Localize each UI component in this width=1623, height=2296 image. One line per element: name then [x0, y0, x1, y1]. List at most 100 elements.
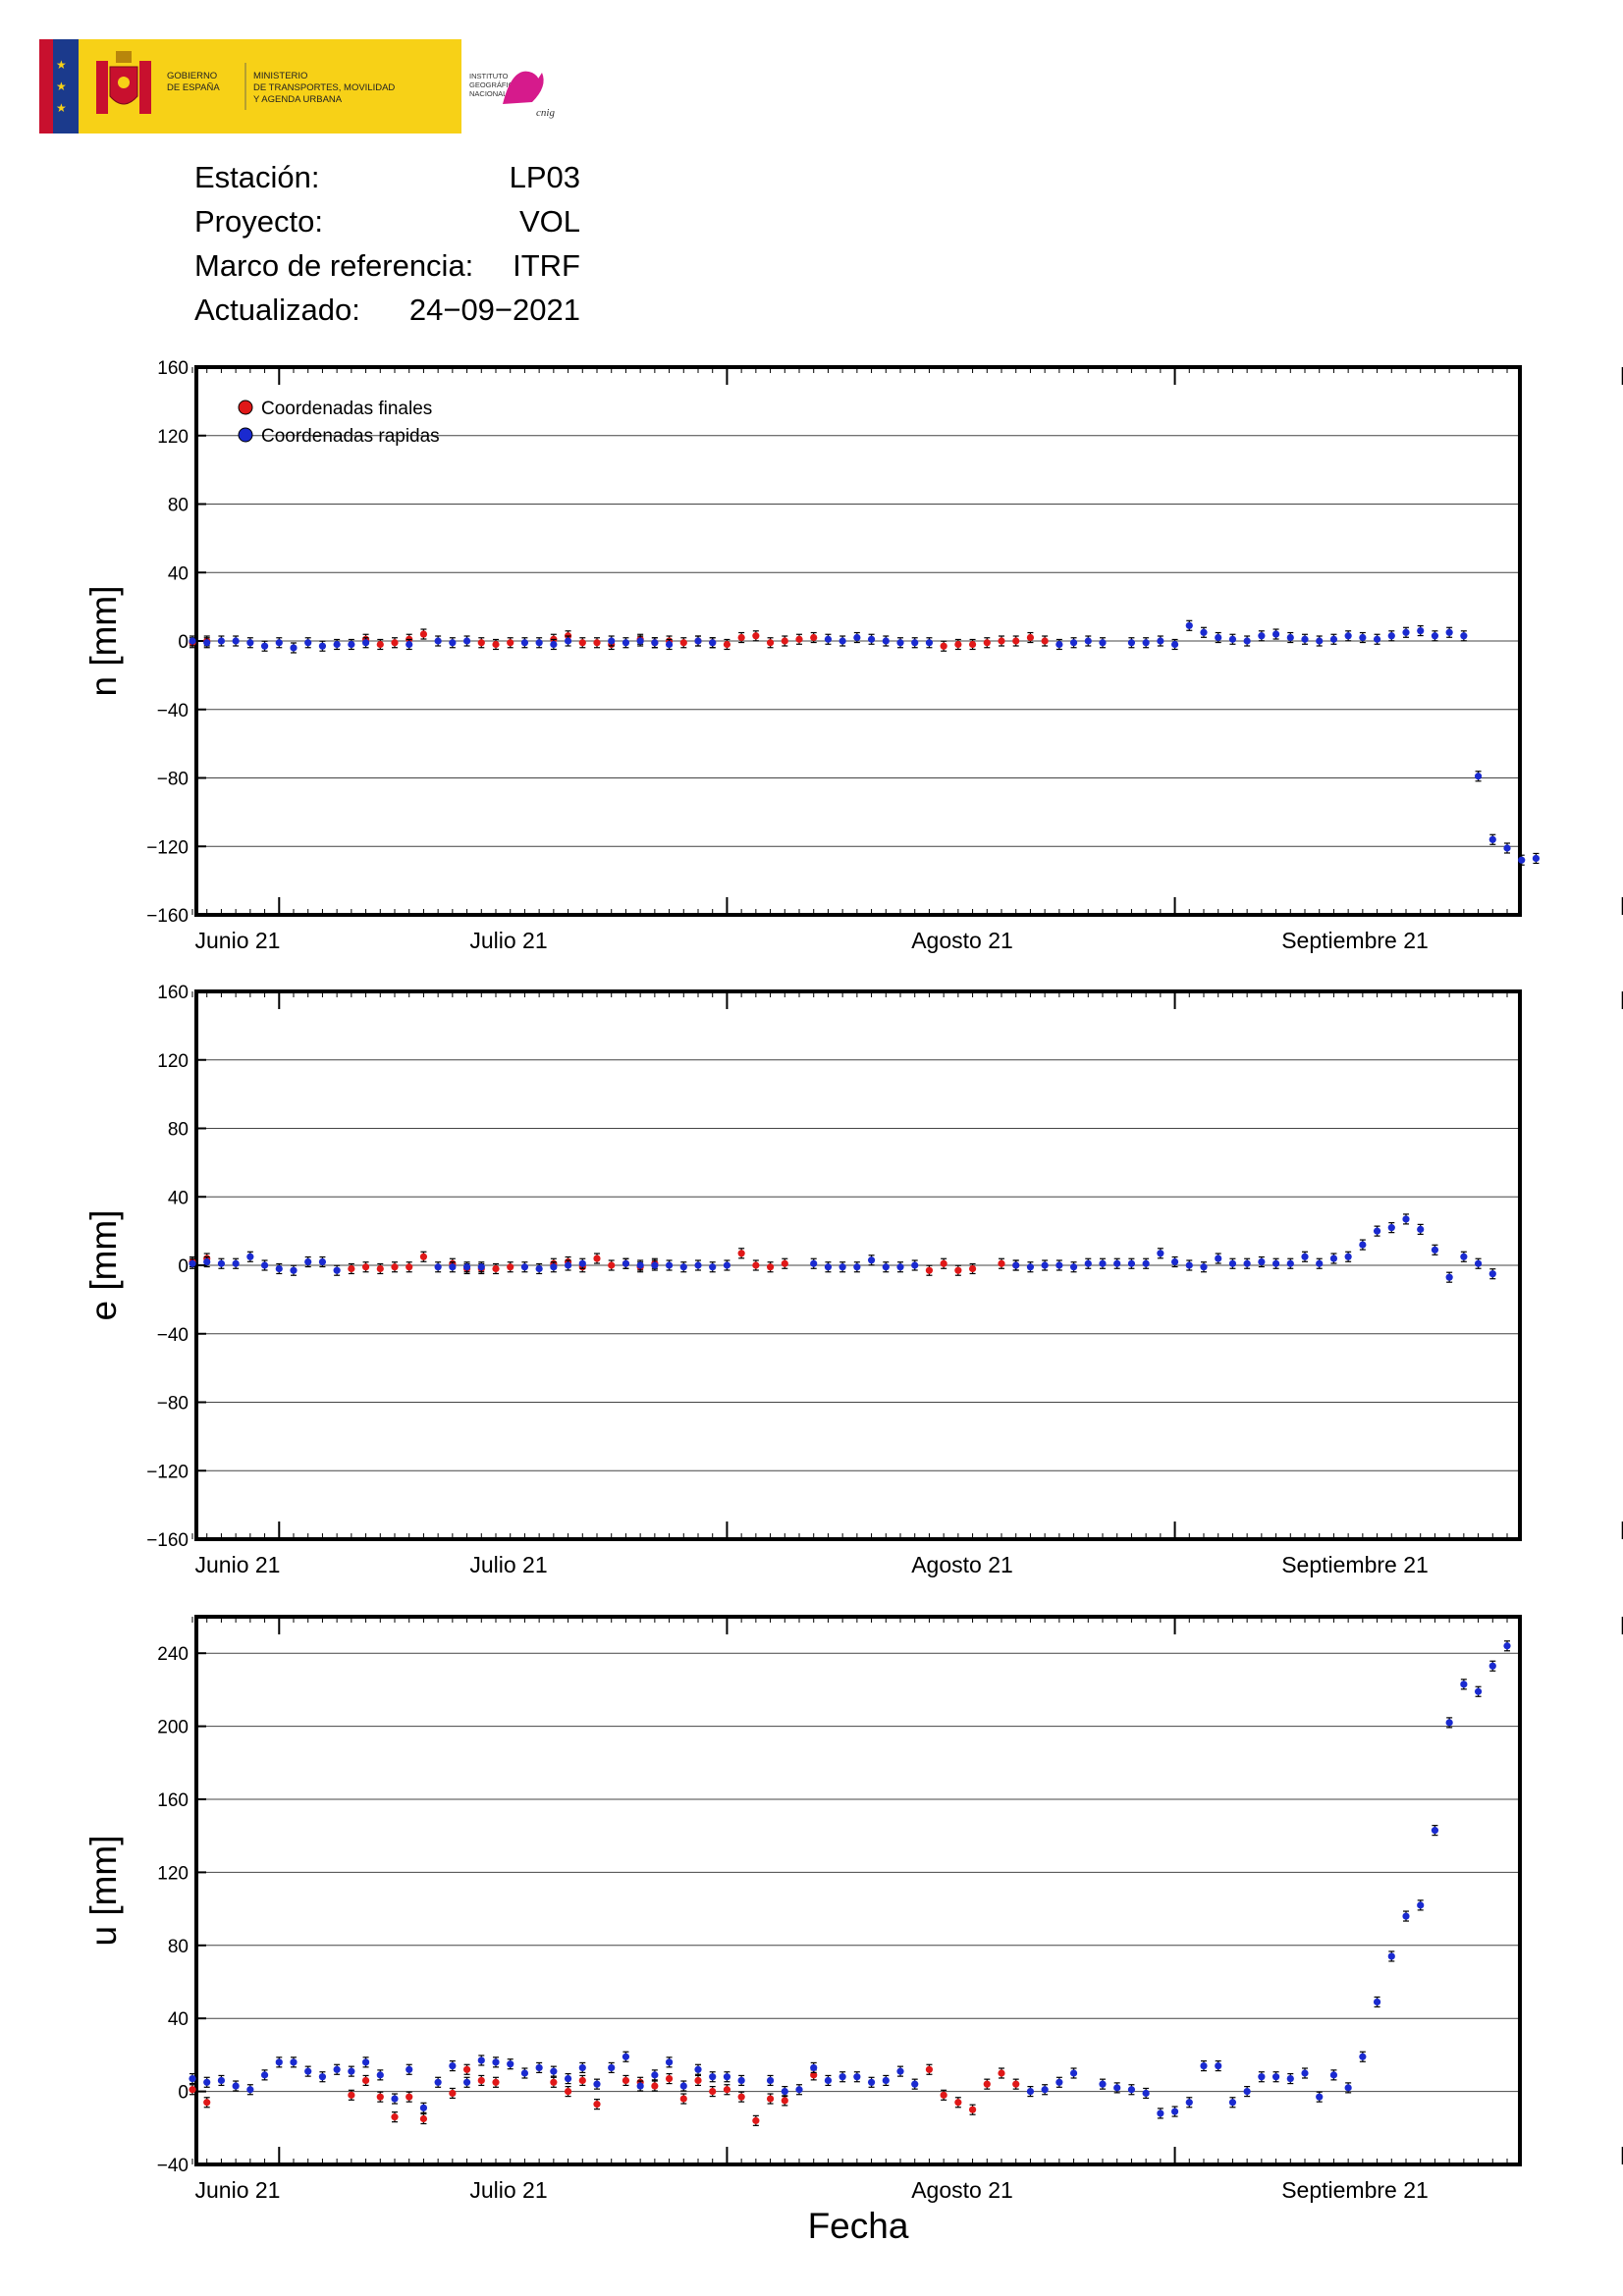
series-finales — [189, 1248, 1020, 1276]
data-point — [709, 2071, 717, 2083]
point-marker — [391, 2113, 399, 2121]
point-marker — [290, 2058, 298, 2066]
data-point — [535, 637, 543, 649]
data-point — [1127, 637, 1136, 649]
data-point — [1185, 1259, 1193, 1271]
point-marker — [766, 639, 775, 647]
data-point — [189, 2084, 196, 2096]
point-marker — [507, 1263, 514, 1271]
point-marker — [665, 1261, 674, 1269]
data-point — [520, 637, 529, 649]
point-marker — [1431, 1827, 1439, 1835]
data-point — [1084, 635, 1092, 647]
x-tick-label: Agosto 21 — [911, 2177, 1013, 2203]
data-point — [406, 638, 413, 651]
data-point — [304, 637, 312, 649]
data-point — [1200, 1261, 1208, 1273]
updated-value: 24−09−2021 — [408, 293, 580, 327]
data-point — [578, 637, 586, 649]
data-point — [1301, 1251, 1309, 1262]
y-tick-label: 40 — [168, 563, 189, 584]
data-point — [911, 2078, 919, 2090]
data-point — [723, 2084, 731, 2096]
point-marker — [1012, 637, 1020, 645]
point-marker — [694, 2076, 702, 2085]
point-marker — [867, 1256, 876, 1264]
data-point — [550, 638, 558, 651]
y-tick-label: 40 — [168, 2009, 189, 2030]
data-point — [578, 2074, 586, 2087]
point-marker — [694, 2065, 702, 2073]
point-marker — [608, 2063, 616, 2072]
data-point — [203, 637, 211, 649]
y-tick-label: 40 — [168, 1188, 189, 1208]
data-point — [333, 638, 341, 651]
data-point — [1402, 1910, 1410, 1922]
point-marker — [492, 640, 500, 649]
point-marker — [622, 1259, 630, 1267]
point-marker — [477, 1263, 485, 1271]
point-marker — [954, 640, 962, 649]
point-marker — [1387, 632, 1395, 640]
data-point — [723, 1259, 731, 1271]
data-point — [1503, 1640, 1511, 1652]
data-point — [622, 1257, 630, 1269]
data-point — [1488, 833, 1496, 845]
point-marker — [564, 2074, 572, 2083]
data-point — [1170, 638, 1179, 651]
data-point — [1055, 1259, 1063, 1271]
point-marker — [1228, 2099, 1237, 2107]
point-marker — [940, 2091, 947, 2099]
point-marker — [593, 1255, 601, 1262]
point-marker — [679, 639, 687, 647]
point-marker — [189, 637, 196, 645]
point-marker — [449, 1263, 457, 1271]
data-point — [824, 633, 833, 645]
data-point — [333, 2063, 341, 2075]
data-point — [1026, 2086, 1035, 2098]
point-marker — [492, 1264, 500, 1273]
data-point — [1271, 628, 1280, 640]
data-point — [477, 2074, 485, 2087]
point-marker — [1431, 632, 1439, 640]
data-point — [275, 2056, 283, 2068]
point-marker — [867, 635, 876, 643]
data-point — [564, 2086, 572, 2098]
point-marker — [1170, 640, 1179, 649]
point-marker — [275, 639, 283, 647]
point-marker — [564, 1261, 572, 1269]
point-marker — [1041, 1261, 1049, 1269]
point-marker — [911, 2080, 919, 2088]
data-point — [839, 1261, 846, 1273]
point-marker — [550, 2067, 558, 2075]
point-marker — [1329, 2071, 1338, 2079]
data-point — [304, 2065, 312, 2077]
point-marker — [679, 1263, 687, 1271]
point-marker — [1228, 635, 1237, 643]
data-point — [492, 2076, 500, 2088]
data-point — [1099, 1257, 1107, 1269]
ministry-text-line-2: DE TRANSPORTES, MOVILIDAD — [253, 82, 395, 93]
data-point — [593, 2078, 601, 2090]
y-tick-label: 160 — [157, 1790, 189, 1811]
data-point — [1215, 1253, 1222, 1264]
y-tick-label: −120 — [146, 1462, 189, 1482]
data-point — [1431, 1825, 1439, 1837]
point-marker — [1445, 628, 1453, 636]
data-point — [1142, 637, 1150, 649]
data-point — [1215, 2059, 1222, 2072]
point-marker — [651, 2071, 659, 2079]
data-point — [1069, 637, 1078, 649]
point-marker — [578, 1259, 586, 1267]
point-marker — [520, 1263, 529, 1271]
reference-frame-value: ITRF — [513, 248, 580, 283]
station-label: Estación: — [194, 160, 320, 194]
data-point — [1359, 2051, 1367, 2062]
data-point — [781, 635, 788, 647]
data-point — [824, 1261, 833, 1273]
data-point — [449, 1261, 457, 1273]
data-point — [1113, 2082, 1121, 2094]
point-marker — [1503, 844, 1511, 852]
data-point — [1344, 2082, 1352, 2094]
data-point — [290, 642, 298, 654]
